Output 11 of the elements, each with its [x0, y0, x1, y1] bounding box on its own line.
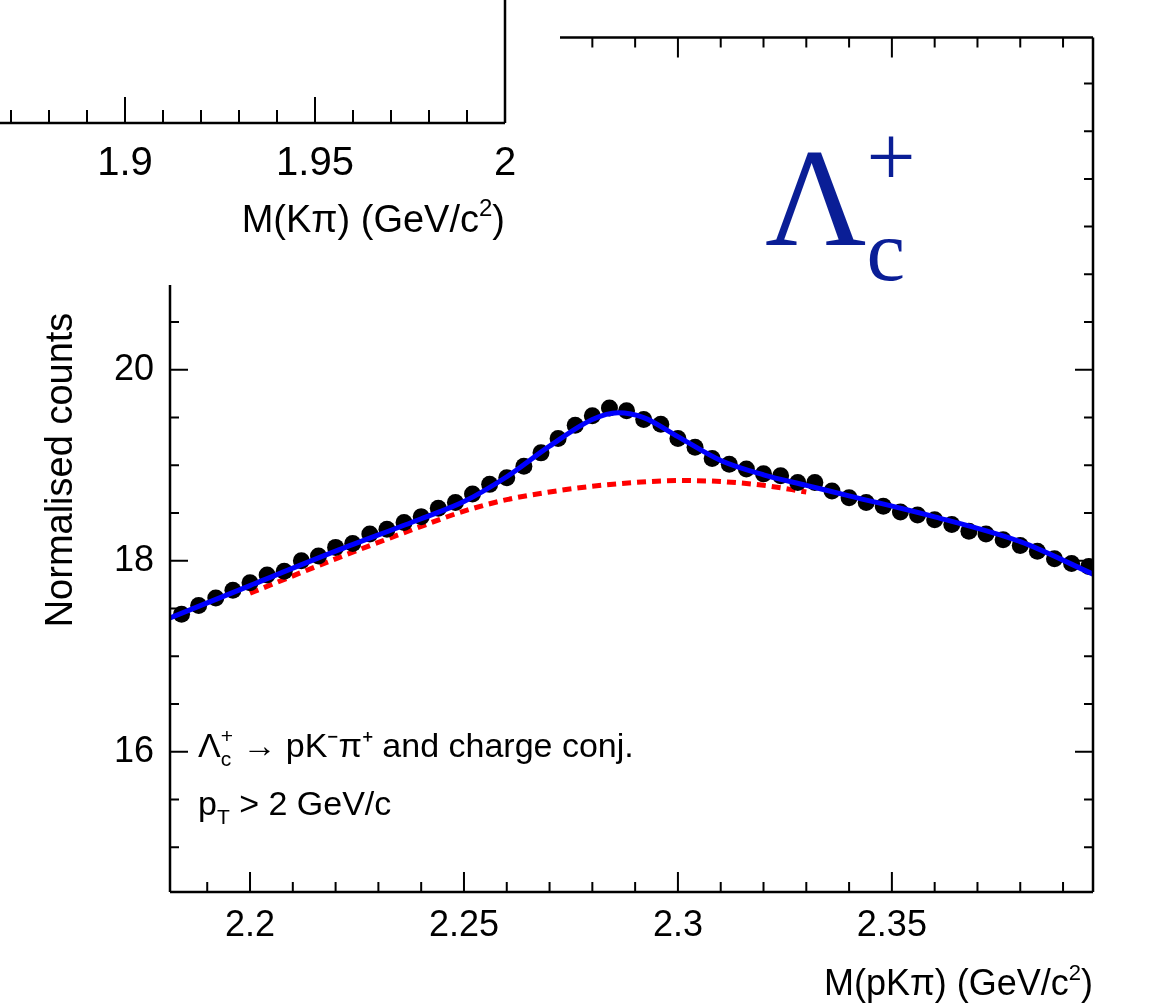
y-tick-label: 16 — [113, 728, 154, 770]
x-tick-label: 2.3 — [652, 902, 703, 944]
x-tick-label: 2.25 — [428, 902, 500, 944]
y-tick-label: 18 — [113, 537, 154, 579]
y-axis-title: Normalised counts — [38, 312, 80, 628]
y-tick-label: 20 — [113, 346, 154, 388]
text: 1.9 — [97, 139, 153, 183]
annotation: 1.95 — [276, 139, 354, 183]
x-tick-label: 2.35 — [856, 902, 927, 944]
annotation: 2 — [493, 139, 517, 183]
x-tick-label: 2.2 — [225, 902, 276, 944]
